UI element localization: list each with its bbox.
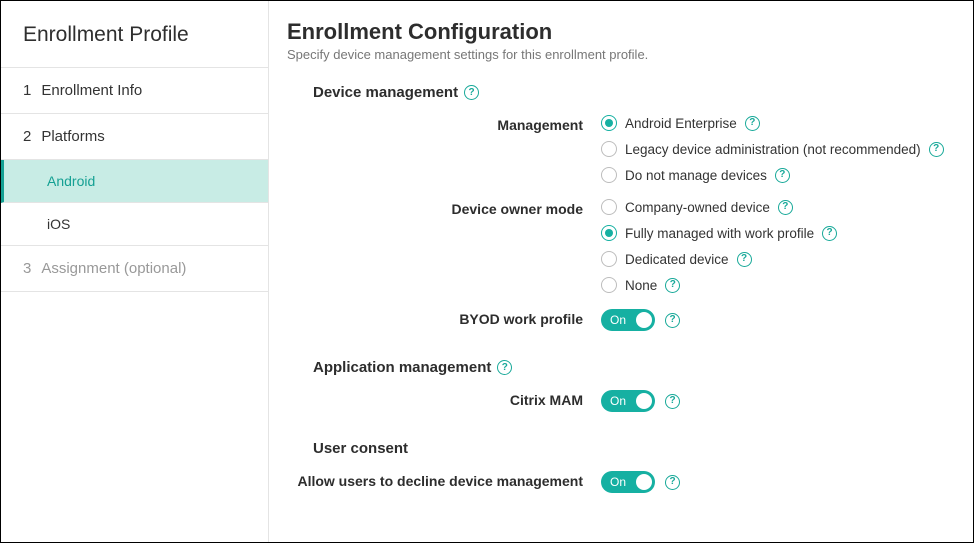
help-icon[interactable]: ? [665, 475, 680, 490]
sidebar: Enrollment Profile 1 Enrollment Info 2 P… [1, 1, 269, 542]
field-decline-management: Allow users to decline device management… [287, 471, 945, 493]
section-title-device-management: Device management ? [313, 84, 945, 101]
substep-label: Android [47, 173, 95, 189]
radio-label: Fully managed with work profile [625, 226, 814, 241]
help-icon[interactable]: ? [775, 168, 790, 183]
field-management: Management Android Enterprise ? Legacy d… [287, 115, 945, 183]
help-icon[interactable]: ? [929, 142, 944, 157]
page-subtitle: Specify device management settings for t… [287, 47, 945, 62]
substep-label: iOS [47, 216, 70, 232]
step-label: Assignment (optional) [41, 260, 186, 277]
radio-do-not-manage[interactable]: Do not manage devices ? [601, 167, 945, 183]
step-number: 1 [23, 82, 31, 99]
field-control: Android Enterprise ? Legacy device admin… [601, 115, 945, 183]
field-label: Device owner mode [287, 199, 601, 217]
help-icon[interactable]: ? [822, 226, 837, 241]
toggle-citrix-mam[interactable]: On [601, 390, 655, 412]
section-title-user-consent: User consent [313, 440, 945, 457]
section-title-text: Device management [313, 84, 458, 101]
radio-legacy-admin[interactable]: Legacy device administration (not recomm… [601, 141, 945, 157]
help-icon[interactable]: ? [665, 313, 680, 328]
field-label: Allow users to decline device management [287, 471, 601, 489]
sidebar-step-assignment[interactable]: 3 Assignment (optional) [1, 246, 268, 292]
radio-none[interactable]: None ? [601, 277, 945, 293]
step-label: Platforms [41, 128, 104, 145]
radio-icon [601, 167, 617, 183]
radio-icon [601, 251, 617, 267]
field-label: Management [287, 115, 601, 133]
field-label: Citrix MAM [287, 390, 601, 408]
radio-icon [601, 225, 617, 241]
toggle-knob-icon [636, 312, 652, 328]
field-control: On ? [601, 309, 945, 331]
radio-dedicated[interactable]: Dedicated device ? [601, 251, 945, 267]
field-control: Company-owned device ? Fully managed wit… [601, 199, 945, 293]
sidebar-title: Enrollment Profile [1, 1, 268, 68]
sidebar-step-enrollment-info[interactable]: 1 Enrollment Info [1, 68, 268, 114]
sidebar-substeps: Android iOS [1, 160, 268, 246]
help-icon[interactable]: ? [665, 394, 680, 409]
radio-label: Legacy device administration (not recomm… [625, 142, 921, 157]
radio-android-enterprise[interactable]: Android Enterprise ? [601, 115, 945, 131]
radio-label: None [625, 278, 657, 293]
toggle-byod[interactable]: On [601, 309, 655, 331]
field-control: On ? [601, 390, 945, 412]
radio-icon [601, 277, 617, 293]
radio-icon [601, 199, 617, 215]
field-byod: BYOD work profile On ? [287, 309, 945, 331]
radio-label: Do not manage devices [625, 168, 767, 183]
radio-icon [601, 141, 617, 157]
step-label: Enrollment Info [41, 82, 142, 99]
radio-label: Company-owned device [625, 200, 770, 215]
help-icon[interactable]: ? [737, 252, 752, 267]
field-label: BYOD work profile [287, 309, 601, 327]
section-title-text: Application management [313, 359, 491, 376]
radio-icon [601, 115, 617, 131]
step-number: 2 [23, 128, 31, 145]
toggle-label: On [610, 475, 626, 489]
radio-label: Dedicated device [625, 252, 729, 267]
toggle-label: On [610, 313, 626, 327]
toggle-knob-icon [636, 393, 652, 409]
radio-label: Android Enterprise [625, 116, 737, 131]
sidebar-substep-android[interactable]: Android [1, 160, 268, 203]
help-icon[interactable]: ? [464, 85, 479, 100]
sidebar-substep-ios[interactable]: iOS [1, 203, 268, 246]
sidebar-step-platforms[interactable]: 2 Platforms [1, 114, 268, 160]
toggle-label: On [610, 394, 626, 408]
help-icon[interactable]: ? [497, 360, 512, 375]
help-icon[interactable]: ? [778, 200, 793, 215]
main-panel: Enrollment Configuration Specify device … [269, 1, 973, 542]
field-citrix-mam: Citrix MAM On ? [287, 390, 945, 412]
section-title-text: User consent [313, 440, 408, 457]
radio-fully-managed[interactable]: Fully managed with work profile ? [601, 225, 945, 241]
toggle-knob-icon [636, 474, 652, 490]
radio-company-owned[interactable]: Company-owned device ? [601, 199, 945, 215]
step-number: 3 [23, 260, 31, 277]
toggle-decline[interactable]: On [601, 471, 655, 493]
help-icon[interactable]: ? [665, 278, 680, 293]
field-control: On ? [601, 471, 945, 493]
field-owner-mode: Device owner mode Company-owned device ?… [287, 199, 945, 293]
help-icon[interactable]: ? [745, 116, 760, 131]
page-title: Enrollment Configuration [287, 19, 945, 45]
section-title-app-management: Application management ? [313, 359, 945, 376]
